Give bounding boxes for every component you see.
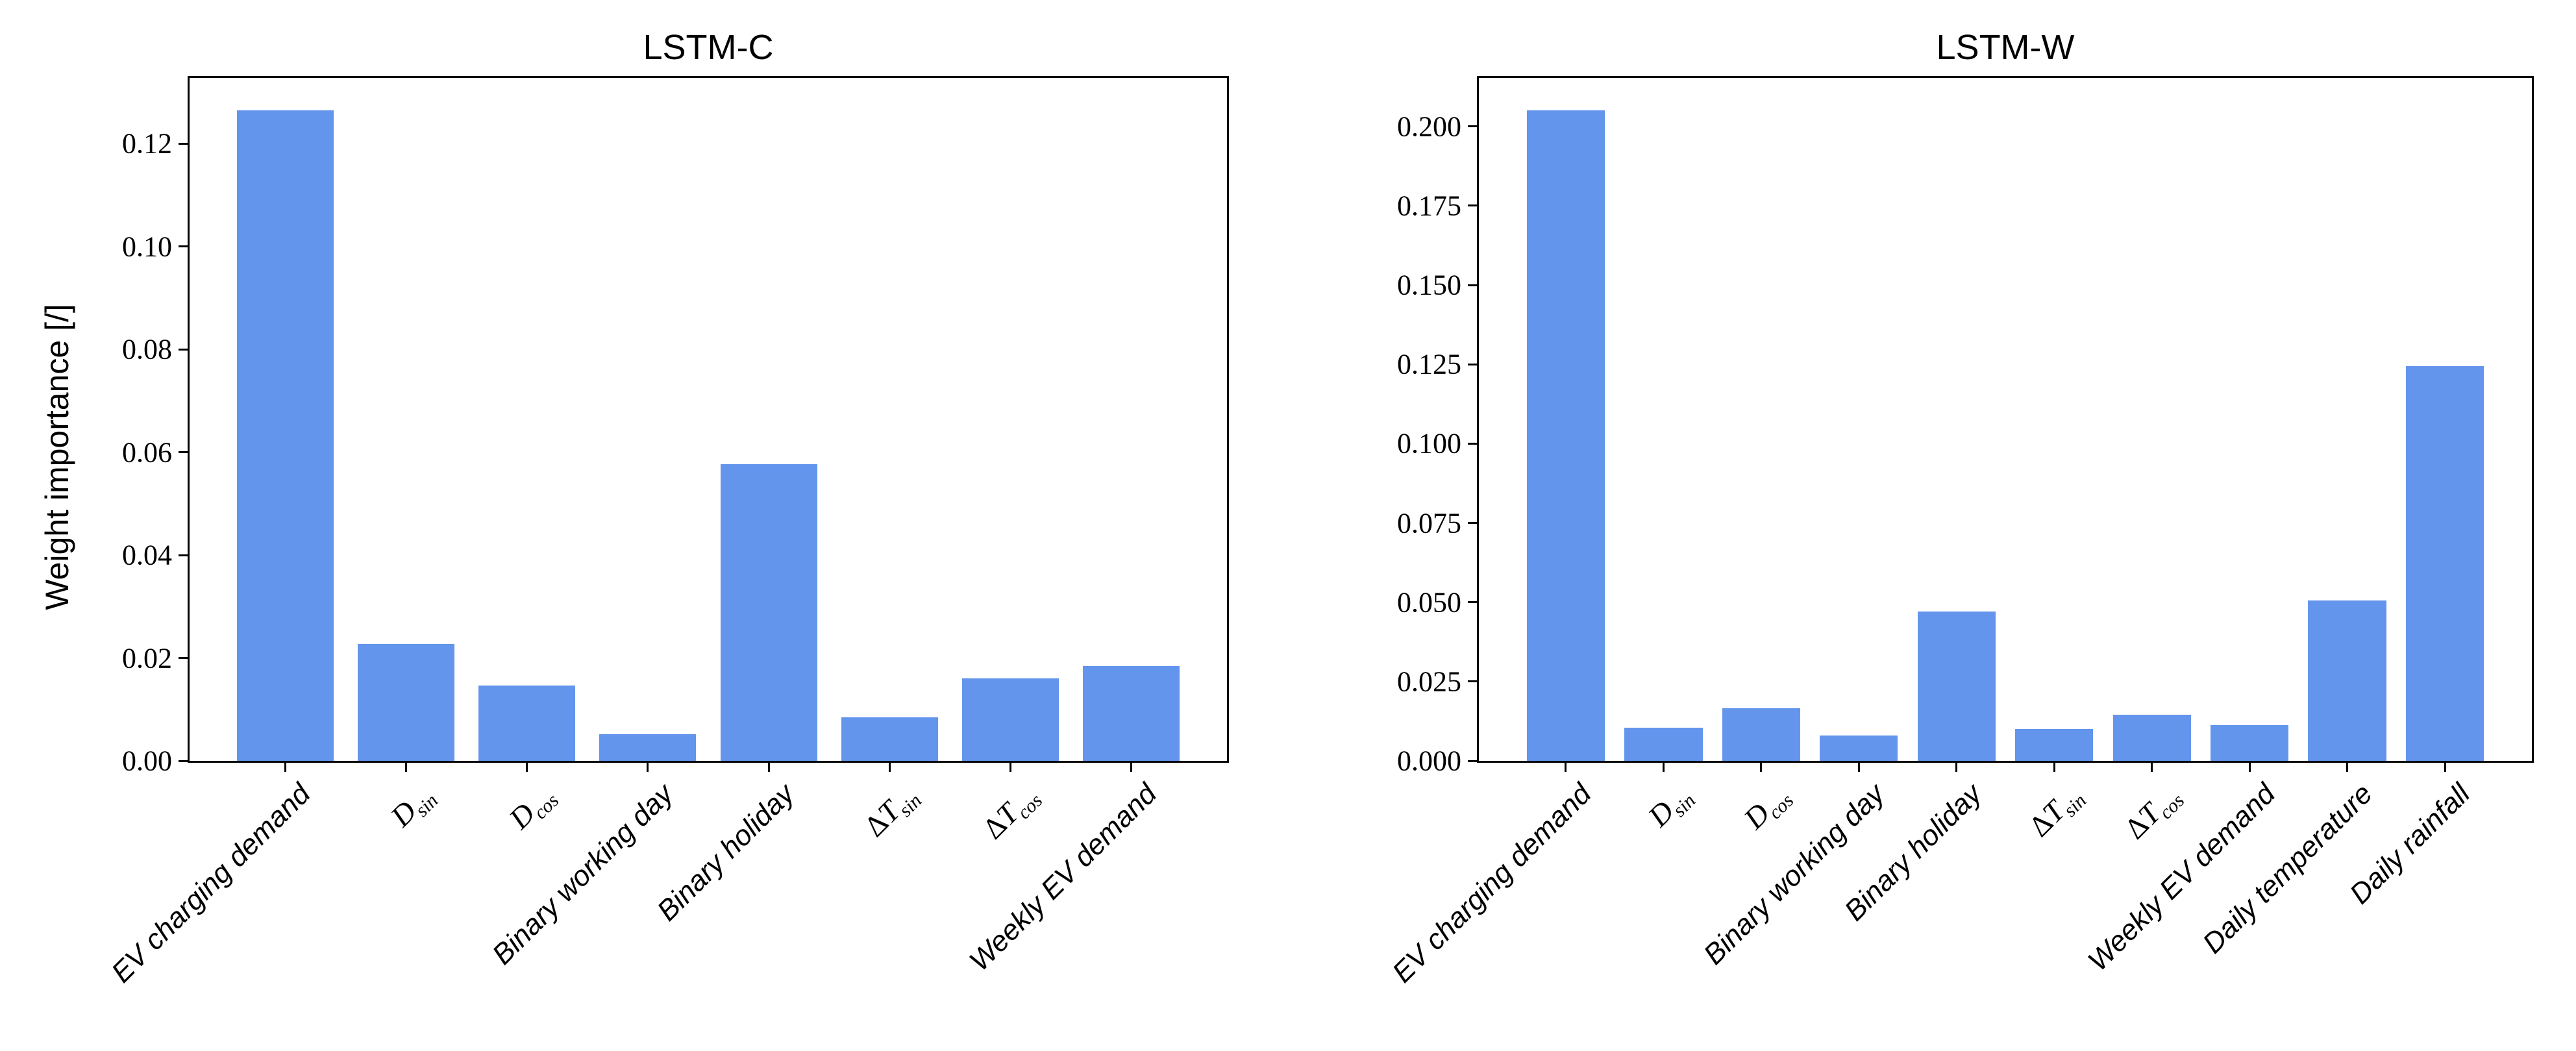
- chart-title-lstm-w: LSTM-W: [1936, 28, 2075, 67]
- bar-binary-working-day: [1820, 735, 1898, 761]
- y-tick-label: 0.00: [122, 745, 172, 777]
- y-tick-label: 0.100: [1397, 427, 1461, 460]
- x-tick-mark: [1565, 763, 1567, 772]
- x-tick-mark: [526, 763, 528, 772]
- y-axis-label: Weight importance [/]: [39, 304, 75, 610]
- x-tick-mark: [1662, 763, 1665, 772]
- y-tick-mark: [1468, 522, 1477, 525]
- bar-ev-charging-demand: [1526, 110, 1605, 761]
- bar-binary-holiday: [720, 464, 817, 761]
- x-tick-mark: [1760, 763, 1763, 772]
- chart-title-lstm-c: LSTM-C: [643, 28, 774, 67]
- y-tick-label: 0.12: [122, 127, 172, 160]
- plot-area-lstm-c: [188, 76, 1229, 763]
- y-tick-label: 0.04: [122, 539, 172, 571]
- bar-d-cos: [478, 686, 576, 761]
- x-tick-mark: [1955, 763, 1958, 772]
- y-tick-label: 0.000: [1397, 745, 1461, 777]
- x-tick-mark: [2151, 763, 2153, 772]
- math-symbol: ΔTsin: [858, 789, 926, 843]
- y-tick-mark: [179, 142, 188, 145]
- bar-d-sin: [357, 644, 454, 761]
- x-tick-mark: [1130, 763, 1133, 772]
- bar-delta-t-sin: [841, 717, 938, 761]
- y-tick-label: 0.050: [1397, 586, 1461, 619]
- y-tick-mark: [1468, 442, 1477, 445]
- bar-delta-t-cos: [2112, 715, 2191, 761]
- y-tick-label: 0.125: [1397, 348, 1461, 380]
- y-tick-mark: [179, 451, 188, 454]
- y-tick-mark: [1468, 680, 1477, 683]
- bar-daily-temperature: [2308, 600, 2386, 761]
- y-tick-mark: [179, 760, 188, 762]
- bar-d-sin: [1624, 727, 1703, 761]
- bar-binary-working-day: [599, 734, 697, 761]
- bar-binary-holiday: [1917, 612, 1996, 761]
- x-category-label: ΔTsin: [858, 778, 926, 843]
- y-tick-mark: [179, 554, 188, 556]
- y-tick-mark: [1468, 760, 1477, 762]
- y-tick-label: 0.075: [1397, 507, 1461, 539]
- y-tick-mark: [1468, 204, 1477, 207]
- x-category-label: Dcos: [1737, 778, 1798, 835]
- y-tick-mark: [1468, 125, 1477, 128]
- x-category-label: Daily temperature: [2197, 778, 2379, 960]
- y-tick-mark: [179, 245, 188, 248]
- y-tick-mark: [1468, 601, 1477, 604]
- math-symbol: ΔTsin: [2022, 789, 2091, 843]
- x-tick-mark: [1009, 763, 1012, 772]
- math-symbol: Dcos: [1737, 789, 1798, 835]
- bar-weekly-ev-demand: [2210, 724, 2289, 761]
- x-tick-mark: [2053, 763, 2055, 772]
- y-tick-label: 0.08: [122, 333, 172, 365]
- y-tick-label: 0.200: [1397, 110, 1461, 143]
- math-symbol: Dcos: [502, 789, 564, 835]
- y-tick-label: 0.10: [122, 230, 172, 263]
- x-tick-mark: [767, 763, 770, 772]
- x-tick-mark: [284, 763, 286, 772]
- bar-daily-rainfall: [2405, 365, 2484, 761]
- x-tick-mark: [404, 763, 407, 772]
- y-tick-label: 0.150: [1397, 269, 1461, 301]
- math-symbol: ΔTcos: [2118, 789, 2188, 846]
- bar-ev-charging-demand: [236, 110, 334, 761]
- y-tick-label: 0.025: [1397, 665, 1461, 698]
- y-tick-label: 0.02: [122, 642, 172, 674]
- x-category-label: EV charging demand: [105, 778, 317, 989]
- bar-delta-t-cos: [962, 678, 1059, 761]
- x-tick-mark: [2444, 763, 2446, 772]
- x-tick-mark: [1857, 763, 1860, 772]
- bar-delta-t-sin: [2015, 729, 2094, 761]
- x-category-label: Dsin: [384, 778, 443, 834]
- x-category-label: ΔTsin: [2022, 778, 2091, 843]
- x-tick-mark: [2346, 763, 2349, 772]
- y-tick-mark: [179, 657, 188, 660]
- x-category-label: ΔTcos: [976, 778, 1047, 846]
- x-category-label: ΔTcos: [2117, 778, 2188, 846]
- bar-d-cos: [1722, 708, 1800, 761]
- y-tick-mark: [179, 348, 188, 351]
- y-tick-label: 0.06: [122, 436, 172, 469]
- bar-weekly-ev-demand: [1083, 666, 1180, 761]
- x-category-label: Dcos: [502, 778, 564, 835]
- x-category-label: EV charging demand: [1386, 778, 1598, 989]
- y-tick-mark: [1468, 284, 1477, 286]
- x-category-label: Dsin: [1641, 778, 1700, 834]
- x-tick-mark: [2248, 763, 2251, 772]
- math-symbol: Dsin: [384, 789, 443, 834]
- y-tick-label: 0.175: [1397, 190, 1461, 222]
- math-symbol: ΔTcos: [976, 789, 1047, 846]
- x-tick-mark: [888, 763, 891, 772]
- x-tick-mark: [647, 763, 649, 772]
- math-symbol: Dsin: [1641, 789, 1700, 834]
- y-tick-mark: [1468, 363, 1477, 365]
